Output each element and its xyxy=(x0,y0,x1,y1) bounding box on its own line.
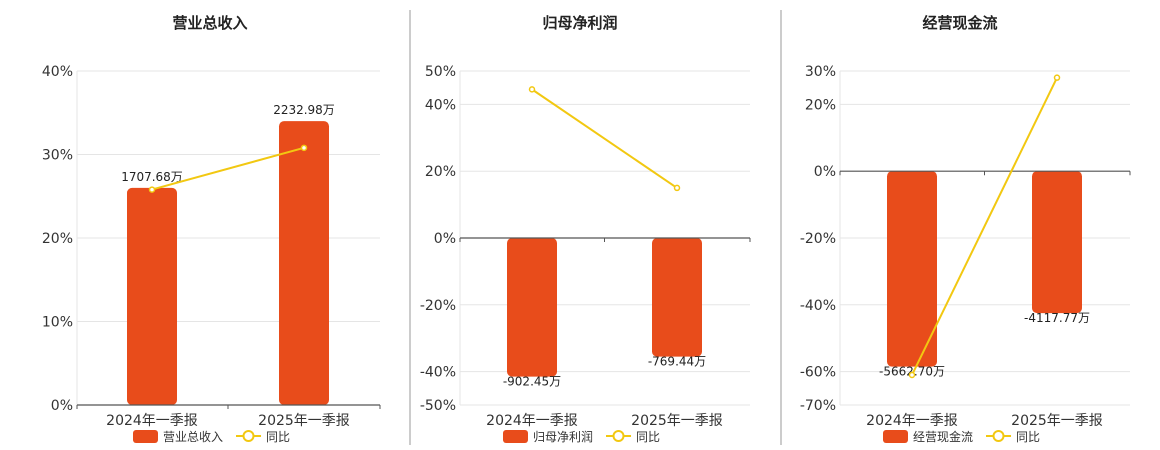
bar-data-label: 2232.98万 xyxy=(273,103,335,117)
legend-line-marker xyxy=(612,430,625,442)
yoy-line xyxy=(151,146,305,191)
y-tick-label: -20% xyxy=(800,231,836,247)
legend-bar-swatch xyxy=(133,430,158,443)
bar-data-label: -769.44万 xyxy=(648,355,706,369)
y-tick-label: 30% xyxy=(805,64,836,80)
legend-line-marker xyxy=(242,430,255,442)
chart-title-1: 归母净利润 xyxy=(542,14,617,32)
legend-line-label: 同比 xyxy=(636,430,660,444)
yoy-line xyxy=(911,77,1058,376)
yoy-point xyxy=(673,184,681,192)
legend-line-marker xyxy=(992,430,1005,442)
legend-line-label: 同比 xyxy=(1016,430,1040,444)
yoy-point xyxy=(908,371,916,379)
bar-data-label: -4117.77万 xyxy=(1024,311,1090,325)
bar xyxy=(652,238,702,357)
y-tick-label: -70% xyxy=(800,398,836,414)
y-tick-label: 40% xyxy=(425,97,456,113)
legend-bar-swatch xyxy=(883,430,908,443)
yoy-point xyxy=(148,186,156,193)
yoy-line xyxy=(531,88,678,189)
y-tick-label: 30% xyxy=(42,148,73,164)
yoy-point xyxy=(300,144,308,152)
legend-bar-label: 营业总收入 xyxy=(163,430,223,444)
legend-bar-swatch xyxy=(503,430,528,443)
x-category-label: 2024年一季报 xyxy=(106,413,198,429)
legend-line-label: 同比 xyxy=(266,430,290,444)
bar xyxy=(507,238,557,377)
y-tick-label: 0% xyxy=(434,231,456,247)
x-category-label: 2025年一季报 xyxy=(258,413,350,429)
chart-panel-1: 归母净利润 -50% -40% -20% 0% 20% 40% 50% -902.45万 -769… xyxy=(420,14,751,444)
x-category-label: 2025年一季报 xyxy=(1011,413,1103,429)
x-category-label: 2025年一季报 xyxy=(631,413,723,429)
y-tick-label: 0% xyxy=(814,164,836,180)
legend-bar-label: 归母净利润 xyxy=(533,430,593,444)
y-tick-label: 0% xyxy=(51,398,73,414)
x-category-label: 2024年一季报 xyxy=(866,413,958,429)
y-tick-label: -20% xyxy=(420,298,456,314)
y-tick-label: 20% xyxy=(805,97,836,113)
legend-bar-label: 经营现金流 xyxy=(913,429,973,444)
y-tick-label: -40% xyxy=(420,365,456,381)
y-tick-label: 50% xyxy=(425,64,456,80)
y-tick-label: 40% xyxy=(42,64,73,80)
bar xyxy=(127,187,177,405)
yoy-point xyxy=(528,86,536,93)
bar-data-label: 1707.68万 xyxy=(121,170,183,184)
chart-title-0: 营业总收入 xyxy=(172,14,247,32)
y-tick-label: -40% xyxy=(800,298,836,314)
y-tick-label: 20% xyxy=(42,231,73,247)
bar-data-label: -5662.70万 xyxy=(879,365,945,379)
x-category-label: 2024年一季报 xyxy=(486,413,578,429)
bar xyxy=(279,121,329,405)
chart-panel-0: 营业总收入 0% 10% 20% 30% 40% 1707.68万 2232.98万 2024年… xyxy=(42,14,381,444)
y-tick-label: -50% xyxy=(420,398,456,414)
chart-panel-2: 经营现金流 -70% -60% -40% -20% 0% 20% 30% -5662.70万 -4… xyxy=(800,14,1131,444)
bar xyxy=(1032,171,1082,314)
y-tick-label: 20% xyxy=(425,164,456,180)
y-tick-label: 10% xyxy=(42,315,73,331)
chart-title-2: 经营现金流 xyxy=(922,14,997,32)
yoy-point xyxy=(1053,74,1061,81)
bar-data-label: -902.45万 xyxy=(503,375,561,389)
bar xyxy=(887,171,937,367)
y-tick-label: -60% xyxy=(800,365,836,381)
